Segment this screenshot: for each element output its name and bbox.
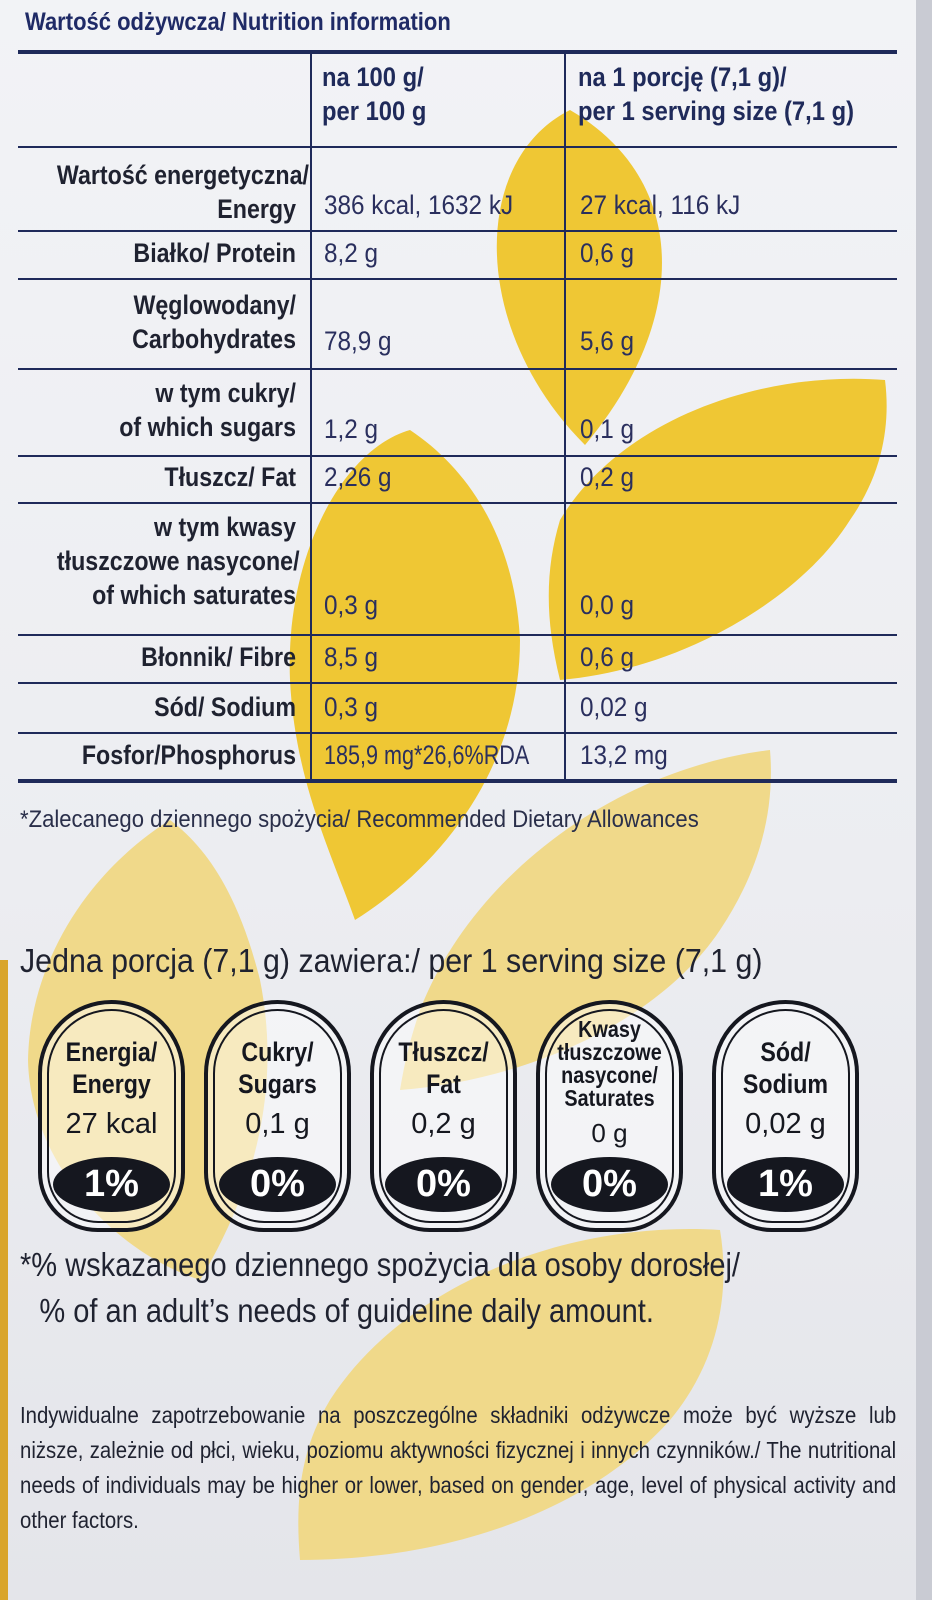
value-saturates-per100: 0,3 g — [324, 590, 379, 620]
gda-sugars: Cukry/Sugars 0,1 g 0% — [204, 1000, 351, 1232]
table-header-rule — [18, 146, 897, 148]
row-label-saturates: w tym kwasy tłuszczowe nasycone/of which … — [56, 512, 300, 610]
value-fibre-serving: 0,6 g — [580, 642, 635, 672]
gda-saturates: Kwasy tłuszczowe nasycone/Saturates 0 g 0% — [536, 1000, 683, 1232]
row-rule — [18, 502, 897, 504]
value-phosphorus-per100: 185,9 mg*26,6%RDA — [324, 740, 530, 770]
row-rule — [18, 634, 897, 636]
leaf-middle — [289, 430, 520, 920]
nutritional-needs-disclaimer: Indywidualne zapotrzebowanie na poszczeg… — [20, 1402, 897, 1533]
row-label-energy: Wartość energetyczna/Energy — [56, 160, 309, 224]
row-label-carbohydrates: Węglowodany/Carbohydrates — [132, 290, 296, 354]
value-phosphorus-serving: 13,2 mg — [580, 740, 668, 770]
gda-energy: Energia/Energy 27 kcal 1% — [38, 1000, 185, 1232]
value-sodium-per100: 0,3 g — [324, 692, 379, 722]
gda-percent: 1% — [727, 1157, 844, 1212]
value-protein-serving: 0,6 g — [580, 238, 635, 268]
rda-footnote: *Zalecanego dziennego spożycia/ Recommen… — [20, 806, 699, 833]
row-rule — [18, 278, 897, 280]
row-rule — [18, 732, 897, 734]
gda-label: Energia/Energy — [65, 1037, 158, 1099]
row-label-sodium: Sód/ Sodium — [154, 692, 296, 722]
gda-label: Tłuszcz/Fat — [398, 1037, 489, 1099]
gda-amount: 27 kcal — [65, 1108, 158, 1140]
package-side-edge — [0, 960, 8, 1600]
table-bottom-rule — [18, 779, 897, 783]
gda-amount: 0,1 g — [245, 1108, 310, 1140]
value-saturates-serving: 0,0 g — [580, 590, 635, 620]
header-per100: na 100 g/per 100 g — [322, 62, 427, 126]
gda-fat: Tłuszcz/Fat 0,2 g 0% — [370, 1000, 517, 1232]
value-protein-per100: 8,2 g — [324, 238, 379, 268]
value-fat-serving: 0,2 g — [580, 462, 635, 492]
leaf-bottom — [298, 1229, 724, 1560]
value-sodium-serving: 0,02 g — [580, 692, 648, 722]
gda-amount: 0,2 g — [411, 1108, 476, 1140]
row-label-sugars: w tym cukry/of which sugars — [119, 378, 296, 442]
gda-amount: 0 g — [591, 1118, 628, 1148]
value-fat-per100: 2,26 g — [324, 462, 392, 492]
nutrition-table: na 100 g/per 100 g na 1 porcję (7,1 g)/p… — [18, 50, 897, 825]
value-sugars-per100: 1,2 g — [324, 414, 379, 444]
gda-percent: 1% — [53, 1157, 170, 1212]
package-edge — [916, 0, 932, 1600]
row-rule — [18, 368, 897, 370]
row-rule — [18, 682, 897, 684]
gda-percent: 0% — [385, 1157, 502, 1212]
value-carbohydrates-per100: 78,9 g — [324, 326, 392, 356]
gda-amount: 0,02 g — [745, 1108, 826, 1140]
row-label-phosphorus: Fosfor/Phosphorus — [81, 740, 296, 770]
column-divider-2 — [564, 50, 566, 783]
value-carbohydrates-serving: 5,6 g — [580, 326, 635, 356]
row-rule — [18, 230, 897, 232]
value-energy-per100: 386 kcal, 1632 kJ — [324, 190, 514, 220]
gda-label: Kwasy tłuszczowe nasycone/Saturates — [557, 1016, 662, 1111]
value-fibre-per100: 8,5 g — [324, 642, 379, 672]
row-label-fat: Tłuszcz/ Fat — [164, 462, 296, 492]
table-top-rule — [18, 50, 897, 54]
header-per-serving: na 1 porcję (7,1 g)/per 1 serving size (… — [578, 62, 854, 126]
gda-label: Cukry/Sugars — [238, 1037, 317, 1099]
gda-percent: 0% — [551, 1157, 668, 1212]
serving-title: Jedna porcja (7,1 g) zawiera:/ per 1 ser… — [20, 942, 763, 979]
value-energy-serving: 27 kcal, 116 kJ — [580, 190, 741, 220]
leaf-lower-right — [400, 750, 771, 1090]
gda-sodium: Sód/Sodium 0,02 g 1% — [712, 1000, 859, 1232]
row-label-fibre: Błonnik/ Fibre — [141, 642, 296, 672]
value-sugars-serving: 0,1 g — [580, 414, 635, 444]
table-title: Wartość odżywcza/ Nutrition information — [25, 8, 451, 36]
gda-percent: 0% — [219, 1157, 336, 1212]
row-label-protein: Białko/ Protein — [133, 238, 296, 268]
leaf-right — [548, 378, 887, 680]
row-rule — [18, 455, 897, 457]
gda-footnote: *% wskazanego dziennego spożycia dla oso… — [20, 1246, 740, 1329]
column-divider-1 — [310, 50, 312, 783]
gda-label: Sód/Sodium — [742, 1037, 829, 1099]
leaf-top — [496, 110, 662, 445]
